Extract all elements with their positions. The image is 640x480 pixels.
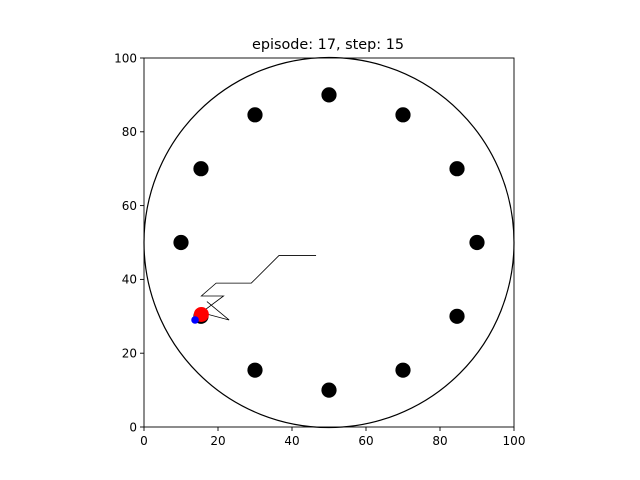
obstacle-dot <box>247 107 263 123</box>
x-tick-label: 80 <box>432 434 447 448</box>
x-axis: 0 20 40 60 80 100 <box>140 427 525 448</box>
obstacle-dot <box>469 234 485 251</box>
y-tick-label: 100 <box>114 51 137 65</box>
x-tick-label: 100 <box>503 434 526 448</box>
obstacle-dot <box>395 107 411 123</box>
y-tick-label: 40 <box>122 273 137 287</box>
obstacle-dot <box>193 161 209 177</box>
obstacle-dot <box>321 382 337 398</box>
plot-area <box>143 56 515 429</box>
obstacle-dot <box>321 87 337 103</box>
x-tick-label: 20 <box>210 434 225 448</box>
obstacle-dot <box>395 362 411 378</box>
obstacle-dot <box>449 161 465 177</box>
obstacle-layer <box>173 87 485 398</box>
arena-boundary <box>143 56 515 429</box>
y-tick-label: 20 <box>122 347 137 361</box>
x-tick-label: 0 <box>140 434 148 448</box>
obstacle-dot <box>247 362 263 378</box>
target-marker <box>191 316 199 324</box>
y-tick-label: 80 <box>122 125 137 139</box>
x-tick-label: 60 <box>358 434 373 448</box>
y-tick-label: 0 <box>129 420 137 434</box>
obstacle-dot <box>449 308 465 324</box>
y-axis: 0 20 40 60 80 100 <box>114 51 144 434</box>
obstacle-dot <box>173 234 189 251</box>
axes-frame <box>143 57 515 428</box>
y-tick-label: 60 <box>122 199 137 213</box>
agent-trajectory <box>200 255 317 321</box>
x-tick-label: 40 <box>284 434 299 448</box>
figure-title: episode: 17, step: 15 <box>252 37 404 53</box>
